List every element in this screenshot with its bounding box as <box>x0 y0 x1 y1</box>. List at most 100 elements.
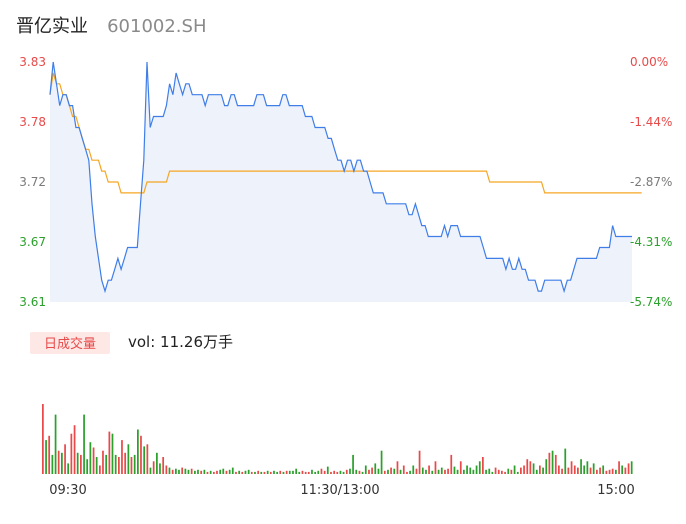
volume-bar <box>57 450 60 474</box>
volume-bar <box>627 463 630 474</box>
volume-bar <box>380 450 383 474</box>
y-tick-left: 3.72 <box>19 175 46 189</box>
volume-bar <box>406 471 408 474</box>
volume-bar <box>532 463 535 474</box>
volume-bar <box>257 470 260 474</box>
volume-bar <box>466 465 468 474</box>
volume-bar <box>352 454 354 474</box>
volume-bar <box>415 468 418 474</box>
volume-bar <box>494 467 497 474</box>
volume-bar <box>611 468 614 474</box>
volume-bar <box>206 471 209 474</box>
volume-bar <box>247 469 250 474</box>
volume-bar <box>371 467 373 474</box>
volume-bar <box>573 465 576 474</box>
volume-bar <box>171 469 174 474</box>
volume-bar <box>225 470 228 474</box>
volume-bar <box>583 465 586 474</box>
volume-bar <box>64 444 66 474</box>
volume-bar <box>178 469 180 474</box>
volume-bar <box>545 459 548 474</box>
volume-bar <box>485 469 487 474</box>
volume-bar <box>95 457 98 474</box>
volume-bar <box>241 471 244 474</box>
volume-bar <box>149 467 152 474</box>
volume-bar <box>605 470 608 474</box>
volume-bar <box>266 470 269 474</box>
volume-bar <box>130 457 133 474</box>
y-tick-left: 3.78 <box>19 115 46 129</box>
volume-bar <box>567 467 570 474</box>
volume-bar <box>102 450 104 474</box>
volume-bar <box>529 461 532 474</box>
volume-bar <box>596 469 598 474</box>
y-tick-right: -2.87% <box>630 175 672 189</box>
volume-bar <box>349 468 351 474</box>
volume-bar <box>292 470 294 474</box>
volume-bar <box>428 465 430 474</box>
volume-bar <box>383 470 386 474</box>
volume-bar <box>133 454 136 474</box>
volume-bar <box>561 468 563 474</box>
volume-bar <box>307 471 310 474</box>
volume-bar <box>440 467 443 474</box>
volume-bar <box>86 459 89 474</box>
volume-bar <box>54 414 57 474</box>
volume-bar <box>105 454 108 474</box>
volume-bar <box>554 454 557 474</box>
volume-bar <box>67 463 70 474</box>
volume-bar <box>472 469 475 474</box>
volume-bar <box>108 431 111 474</box>
volume-bar <box>76 452 79 474</box>
volume-bar <box>254 471 256 474</box>
volume-bar <box>231 467 234 474</box>
volume-bar <box>345 469 348 474</box>
volume-bar <box>143 446 146 474</box>
volume-bar <box>602 465 605 474</box>
volume-bar <box>361 471 364 474</box>
volume-bar <box>118 457 120 474</box>
volume-bar <box>200 470 203 474</box>
volume-bar <box>513 465 516 474</box>
volume-bar <box>137 429 139 474</box>
volume-badge: 日成交量 <box>30 332 110 354</box>
volume-bar <box>592 463 595 474</box>
x-tick-label: 15:00 <box>597 483 634 498</box>
avg-price-line <box>49 72 642 194</box>
volume-bar <box>510 469 513 474</box>
volume-bar <box>288 470 291 474</box>
volume-bar <box>165 465 168 474</box>
volume-bar <box>580 459 582 474</box>
volume-bar <box>330 471 332 474</box>
volume-bar <box>523 465 525 474</box>
volume-bar <box>390 467 392 474</box>
volume-bar <box>542 467 544 474</box>
volume-bar <box>323 470 326 474</box>
y-tick-left: 3.83 <box>19 55 46 69</box>
volume-bar <box>387 469 389 474</box>
x-tick-label: 11:30/13:00 <box>300 483 379 498</box>
price-area <box>50 62 632 302</box>
volume-bar <box>111 433 114 474</box>
x-tick-label: 09:30 <box>49 483 86 498</box>
y-tick-right: -4.31% <box>630 235 672 249</box>
volume-bar <box>70 433 73 474</box>
volume-bar <box>459 461 462 474</box>
volume-bar <box>80 454 82 474</box>
volume-bar <box>263 471 266 474</box>
volume-bar <box>333 470 336 474</box>
volume-bar <box>564 448 567 474</box>
volume-bar <box>301 470 304 474</box>
y-tick-right: -1.44% <box>630 115 672 129</box>
volume-bar <box>127 444 130 474</box>
volume-bar <box>437 469 440 474</box>
volume-bar <box>368 469 370 474</box>
y-tick-left: 3.67 <box>19 235 46 249</box>
volume-bar <box>73 425 76 474</box>
volume-bar <box>526 459 529 474</box>
volume-bar <box>377 468 380 474</box>
volume-bar <box>618 461 620 474</box>
volume-bar <box>558 465 560 474</box>
volume-bar <box>488 468 491 474</box>
volume-bar <box>577 467 579 474</box>
